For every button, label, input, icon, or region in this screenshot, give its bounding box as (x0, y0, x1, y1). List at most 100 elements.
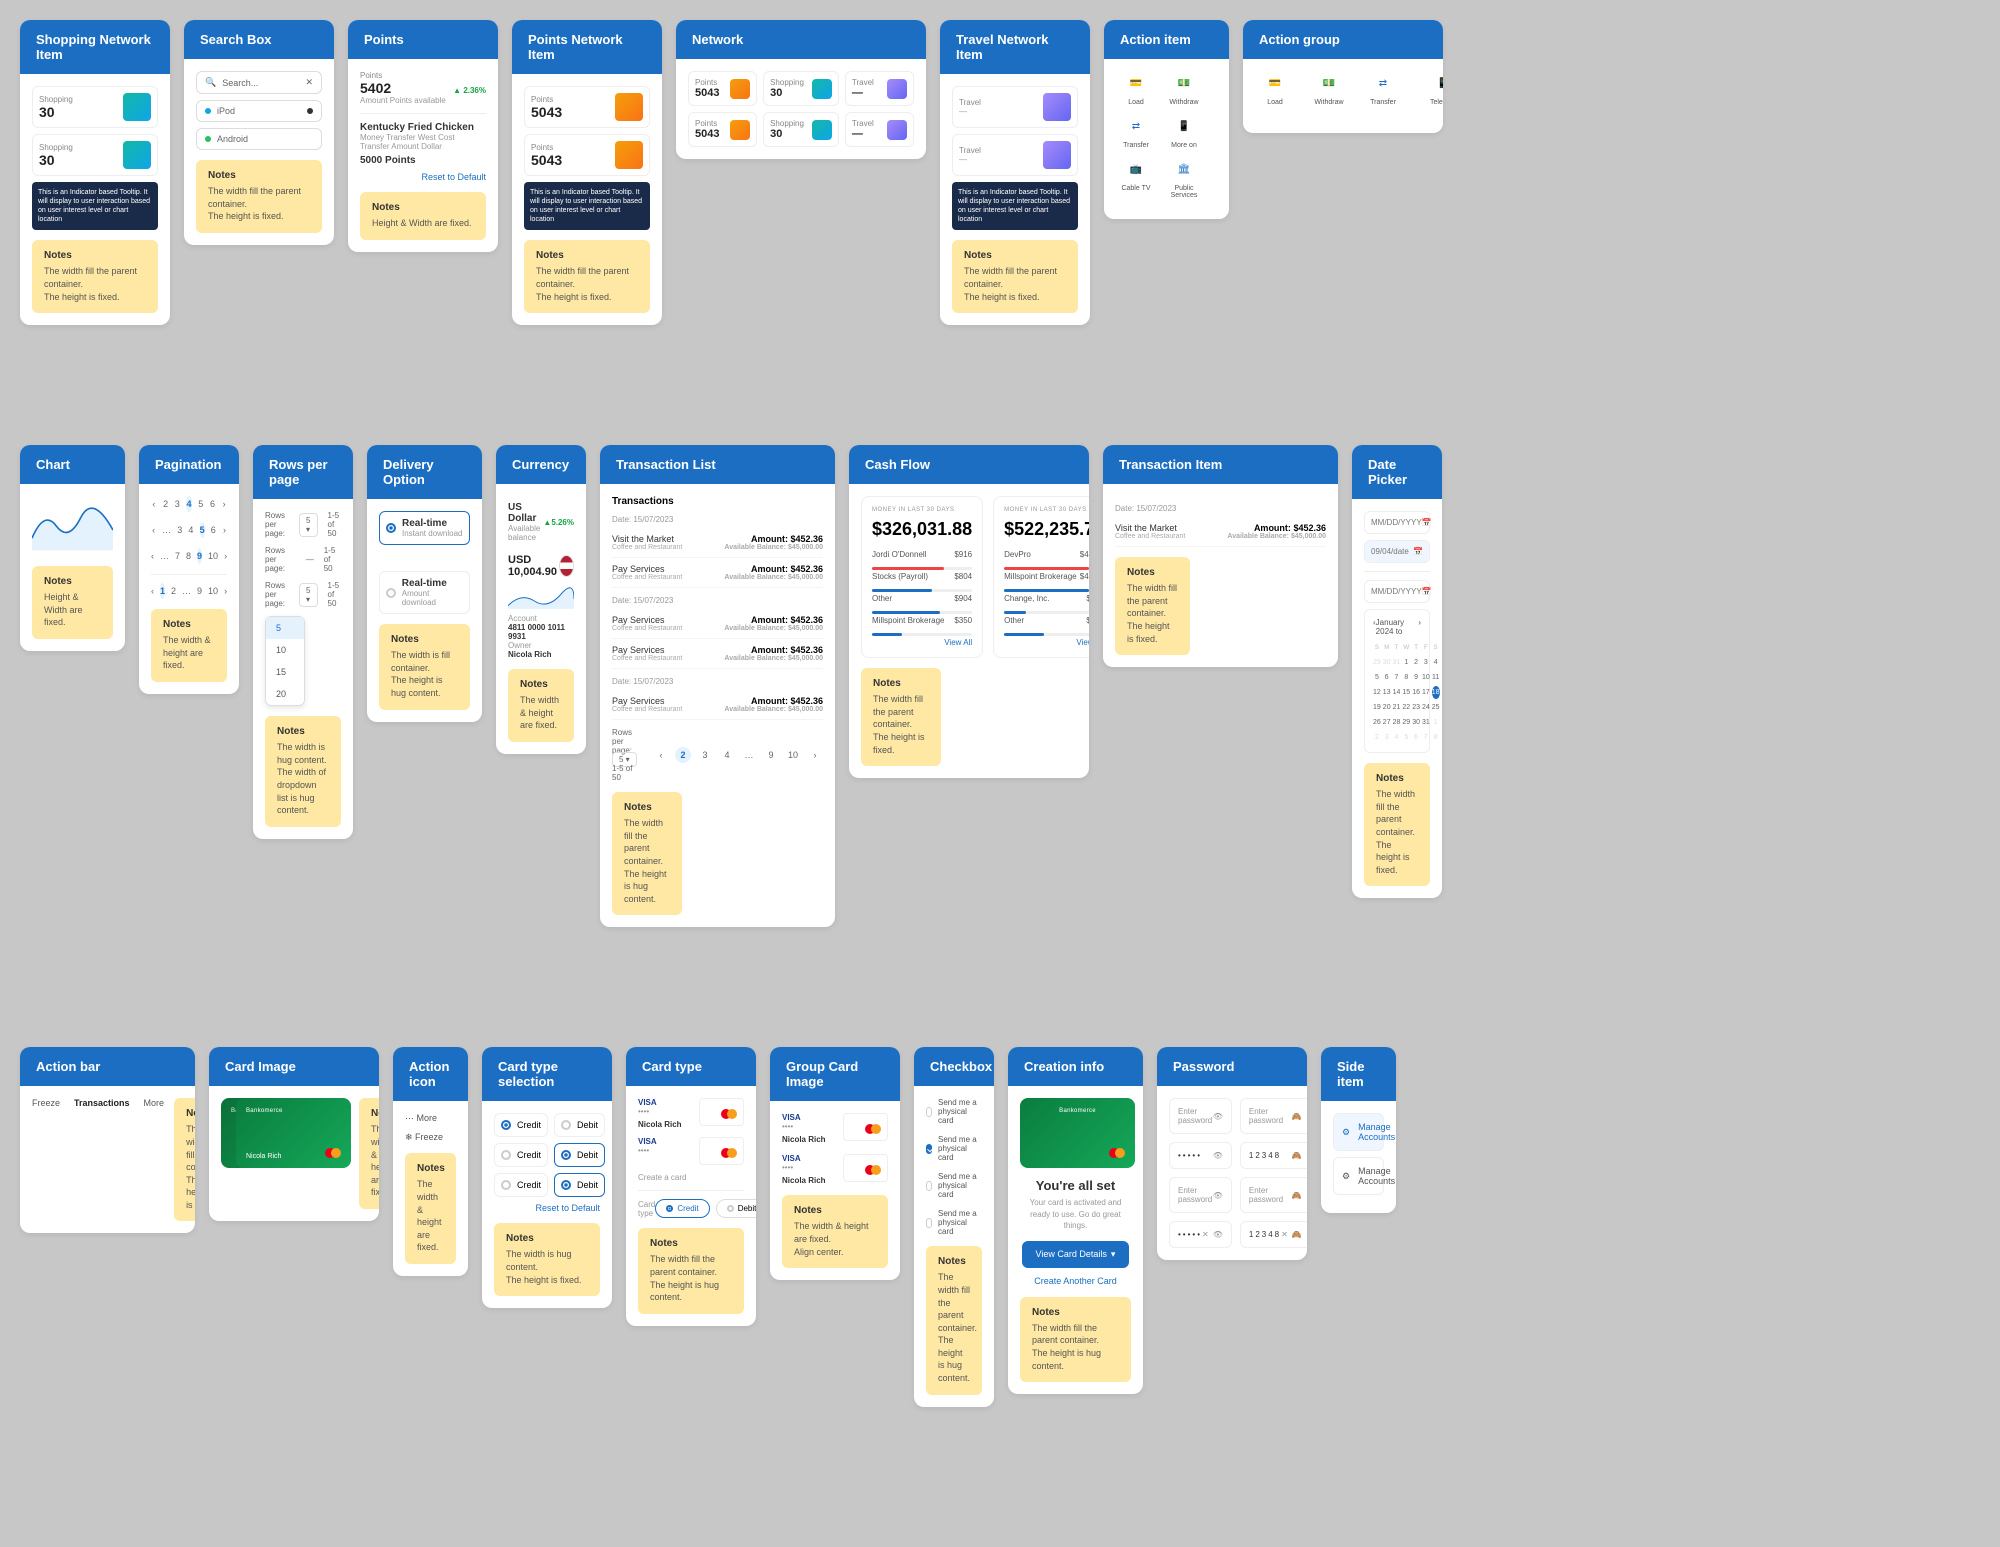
rpp-select[interactable]: 5 ▾ (299, 583, 318, 607)
travel-tile[interactable]: Travel— (952, 86, 1078, 128)
rpp-select[interactable]: 5 ▾ (299, 513, 318, 537)
tx-row[interactable]: Pay ServicesCoffee and RestaurantAmount:… (612, 609, 823, 639)
eye-off-icon[interactable]: 🙈 (1292, 1112, 1302, 1121)
checkbox-option[interactable]: Send me a physical card (926, 1172, 982, 1199)
cal-day[interactable]: 17 (1422, 686, 1430, 699)
cal-day[interactable]: 31 (1422, 716, 1430, 729)
credit-option[interactable]: Credit (494, 1143, 548, 1167)
pagination-row[interactable]: ‹…78910› (151, 548, 227, 564)
cal-day[interactable]: 28 (1393, 716, 1401, 729)
password-input-filled[interactable]: •••••👁 (1169, 1142, 1232, 1169)
travel-tile[interactable]: Travel— (952, 134, 1078, 176)
points-tile[interactable]: Points 5043 (524, 134, 650, 176)
action-item[interactable]: 📱More on (1164, 114, 1204, 149)
eye-icon[interactable]: 👁 (1213, 1151, 1223, 1160)
delivery-option[interactable]: Real-timeInstant download (379, 511, 470, 545)
side-item-active[interactable]: ⚙Manage Accounts (1333, 1113, 1384, 1151)
action-more[interactable]: ⋯ More (405, 1113, 456, 1124)
action-item[interactable]: 💵Withdraw (1164, 71, 1204, 106)
debit-pill[interactable]: Debit (716, 1199, 756, 1218)
cal-day[interactable]: 9 (1412, 671, 1420, 684)
cal-day[interactable]: 26 (1373, 716, 1381, 729)
dropdown-option[interactable]: 5 (266, 617, 304, 639)
password-input[interactable]: Enter password👁 (1169, 1177, 1232, 1213)
debit-option[interactable]: Debit (554, 1113, 605, 1137)
action-item[interactable]: 💵Withdraw (1309, 71, 1349, 113)
action-item[interactable]: ⇄Transfer (1116, 114, 1156, 149)
eye-icon[interactable]: 👁 (1213, 1191, 1223, 1200)
cal-day[interactable]: 15 (1402, 686, 1410, 699)
points-tile[interactable]: Points 5043 (524, 86, 650, 128)
cal-day[interactable]: 21 (1393, 701, 1401, 714)
eye-off-icon[interactable]: 🙈 (1292, 1191, 1302, 1200)
view-card-button[interactable]: View Card Details ▾ (1022, 1241, 1130, 1268)
eye-off-icon[interactable]: 🙈 (1292, 1151, 1302, 1160)
password-input-visible[interactable]: 12348🙈 (1240, 1142, 1307, 1169)
cal-day[interactable]: 20 (1383, 701, 1391, 714)
eye-icon[interactable]: 👁 (1213, 1112, 1223, 1121)
pagination-row[interactable]: ‹12…910› (151, 583, 227, 599)
cal-day[interactable]: 19 (1373, 701, 1381, 714)
dropdown-option[interactable]: 20 (266, 683, 304, 705)
rpp-dropdown[interactable]: 5 10 15 20 (265, 616, 305, 706)
credit-card-front[interactable]: Bankomerce Nicola Rich (236, 1098, 351, 1168)
action-item[interactable]: 🏛Public Services (1164, 157, 1204, 199)
tx-row[interactable]: Pay ServicesCoffee and RestaurantAmount:… (612, 690, 823, 720)
password-input-visible[interactable]: 12348✕🙈 (1240, 1221, 1307, 1248)
tab-freeze[interactable]: Freeze (32, 1098, 60, 1108)
password-input[interactable]: Enter password🙈 (1240, 1098, 1307, 1134)
delivery-option[interactable]: Real-timeAmount download (379, 571, 470, 614)
option-ipod[interactable]: iPod (196, 100, 322, 122)
cal-day[interactable]: 3 (1422, 656, 1430, 669)
clear-icon[interactable]: ✕ (305, 77, 313, 88)
eye-icon[interactable]: 👁 (1213, 1230, 1223, 1239)
clear-icon[interactable]: ✕ (1202, 1230, 1209, 1239)
shopping-tile[interactable]: Shopping 30 (32, 134, 158, 176)
cal-day[interactable]: 23 (1412, 701, 1420, 714)
view-all-link[interactable]: View All (872, 638, 972, 647)
cal-day[interactable]: 29 (1402, 716, 1410, 729)
tx-row[interactable]: Visit the MarketCoffee and Restaurant Am… (1115, 517, 1326, 547)
action-freeze[interactable]: ❄ Freeze (405, 1132, 456, 1143)
side-item[interactable]: ⚙Manage Accounts (1333, 1157, 1384, 1195)
cal-next[interactable]: › (1418, 618, 1421, 636)
date-input-selected[interactable]: 09/04/date📅 (1364, 540, 1430, 563)
action-item[interactable]: 💳Load (1116, 71, 1156, 106)
password-input[interactable]: Enter password🙈 (1240, 1177, 1307, 1213)
cal-day[interactable]: 30 (1412, 716, 1420, 729)
cal-day[interactable]: 24 (1422, 701, 1430, 714)
cal-day[interactable]: 7 (1393, 671, 1401, 684)
pagination-row[interactable]: ‹…3456› (151, 522, 227, 538)
shopping-tile[interactable]: Shopping 30 (32, 86, 158, 128)
credit-pill[interactable]: Credit (655, 1199, 709, 1218)
credit-option[interactable]: Credit (494, 1113, 548, 1137)
debit-option[interactable]: Debit (554, 1173, 605, 1197)
action-item[interactable]: 📱Telecom (1423, 71, 1443, 113)
cal-day[interactable]: 6 (1383, 671, 1391, 684)
cal-day[interactable]: 16 (1412, 686, 1420, 699)
credit-option[interactable]: Credit (494, 1173, 548, 1197)
checkbox-option[interactable]: Send me a physical card (926, 1098, 982, 1125)
checkbox-option[interactable]: Send me a physical card (926, 1135, 982, 1162)
cal-day[interactable]: 14 (1393, 686, 1401, 699)
tab-transactions[interactable]: Transactions (74, 1098, 130, 1108)
cal-day[interactable]: 10 (1422, 671, 1430, 684)
action-item[interactable]: 💳Load (1255, 71, 1295, 113)
debit-option[interactable]: Debit (554, 1143, 605, 1167)
tx-row[interactable]: Pay ServicesCoffee and RestaurantAmount:… (612, 639, 823, 669)
tab-more[interactable]: More (144, 1098, 165, 1108)
create-another-link[interactable]: Create Another Card (1034, 1276, 1117, 1286)
cal-day[interactable]: 2 (1412, 656, 1420, 669)
cal-day[interactable]: 1 (1402, 656, 1410, 669)
date-input[interactable]: MM/DD/YYYY📅 (1364, 580, 1430, 603)
cal-day[interactable]: 11 (1432, 671, 1440, 684)
cal-day[interactable]: 18 (1432, 686, 1440, 699)
cal-day[interactable]: 27 (1383, 716, 1391, 729)
cal-day[interactable]: 25 (1432, 701, 1440, 714)
cal-day[interactable]: 12 (1373, 686, 1381, 699)
cal-day[interactable]: 4 (1432, 656, 1440, 669)
action-item[interactable]: 📺Cable TV (1116, 157, 1156, 199)
password-input-filled[interactable]: •••••✕👁 (1169, 1221, 1232, 1248)
action-item[interactable]: ⇄Transfer (1363, 71, 1403, 113)
dropdown-option[interactable]: 15 (266, 661, 304, 683)
